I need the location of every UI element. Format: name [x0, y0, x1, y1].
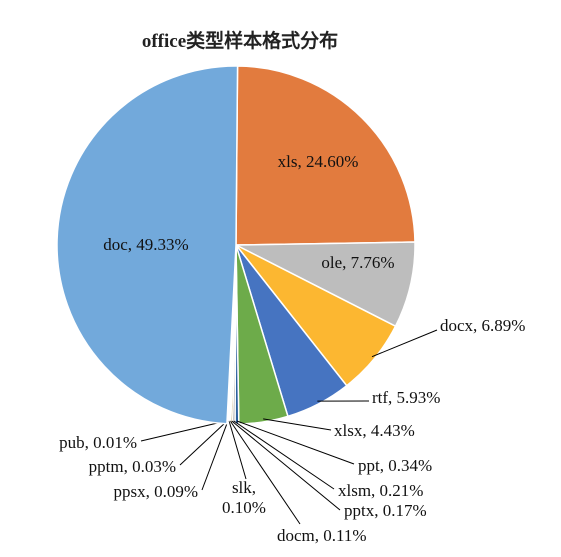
chart-title: office类型样本格式分布 — [141, 31, 339, 52]
pie-slice — [56, 65, 239, 425]
data-label: ppt, 0.34% — [358, 456, 433, 475]
data-label: pptx, 0.17% — [344, 501, 427, 520]
leader-line — [231, 420, 341, 511]
pie-slice — [235, 65, 416, 246]
data-label: slk, 0.10% — [222, 478, 266, 517]
leader-line — [140, 420, 228, 442]
data-label: docm, 0.11% — [277, 526, 367, 545]
leader-line — [228, 420, 247, 480]
leader-line — [263, 418, 332, 431]
data-label: doc, 49.33% — [103, 235, 189, 254]
data-label: xls, 24.60% — [277, 152, 359, 171]
leader-line — [179, 420, 228, 466]
data-label: xlsx, 4.43% — [334, 421, 415, 440]
leader-line — [233, 420, 335, 490]
leader-line — [236, 420, 355, 465]
data-label: docx, 6.89% — [440, 316, 526, 335]
leader-line — [229, 420, 301, 525]
data-label: xlsm, 0.21% — [338, 481, 424, 500]
data-label: ole, 7.76% — [321, 253, 395, 272]
data-label: rtf, 5.93% — [372, 388, 441, 407]
data-label: pptm, 0.03% — [88, 457, 176, 476]
leader-line — [201, 420, 229, 491]
data-label: ppsx, 0.09% — [113, 482, 198, 501]
leader-line — [371, 329, 438, 358]
data-label: pub, 0.01% — [59, 433, 137, 452]
